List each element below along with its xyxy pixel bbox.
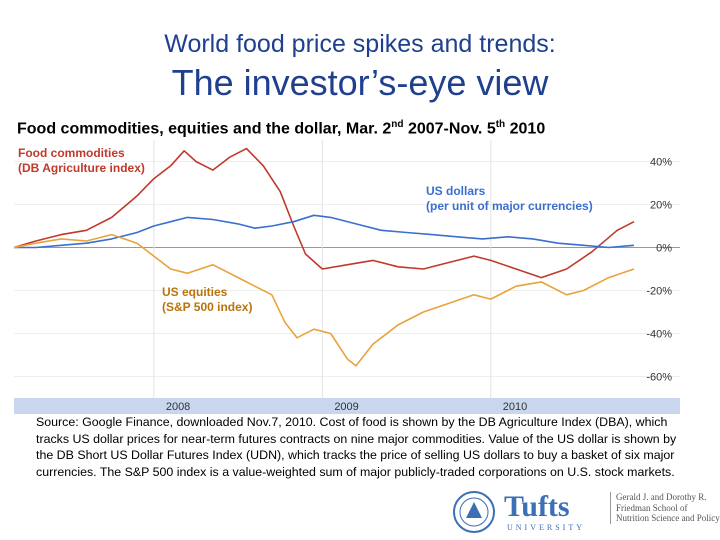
x-tick-label: 2009 <box>334 401 358 413</box>
school-line-3: Nutrition Science and Policy <box>616 513 720 523</box>
friedman-school-text: Gerald J. and Dorothy R. Friedman School… <box>610 492 720 524</box>
series-label-food: (DB Agriculture index) <box>18 161 145 175</box>
tufts-wordmark: Tufts <box>504 490 570 523</box>
caption-sup-2: th <box>495 119 506 130</box>
series-line-dollar <box>14 214 635 249</box>
y-tick-label: -60% <box>646 372 672 384</box>
series-line-food <box>14 147 635 279</box>
x-tick-label: 2008 <box>166 401 190 413</box>
x-axis-band <box>14 398 680 414</box>
price-chart: 2008 2009 2010 40% 20% 0% -20% -40% -60% Food c… <box>14 140 680 414</box>
series-label-food: Food commodities <box>18 146 125 160</box>
y-tick-label: -40% <box>646 329 672 341</box>
chart-caption: Food commodities, equities and the dolla… <box>17 119 545 138</box>
x-tick-label: 2010 <box>503 401 527 413</box>
source-note: Source: Google Finance, downloaded Nov.7… <box>36 415 677 479</box>
series-label-dollar: US dollars <box>426 184 486 198</box>
series-label-equities: (S&P 500 index) <box>162 300 252 314</box>
tufts-university-text: UNIVERSITY <box>507 523 585 532</box>
y-tick-label: 0% <box>656 243 672 255</box>
chart-background <box>14 140 680 414</box>
tufts-seal-icon <box>453 491 495 533</box>
y-tick-label: 20% <box>650 200 672 212</box>
caption-mid: 2007-Nov. 5 <box>403 120 496 138</box>
y-tick-label: 40% <box>650 157 672 169</box>
school-line-1: Gerald J. and Dorothy R. <box>616 492 707 502</box>
caption-sup-1: nd <box>391 119 404 130</box>
tufts-logo: Tufts UNIVERSITY Gerald J. and Dorothy R… <box>452 490 720 534</box>
series-label-dollar: (per unit of major currencies) <box>426 199 593 213</box>
series-label-equities: US equities <box>162 285 228 299</box>
caption-main: Food commodities, equities and the dolla… <box>17 120 392 138</box>
caption-end: 2010 <box>505 120 546 138</box>
slide-title: The investor’s-eye view <box>171 62 549 103</box>
series-line-equities <box>14 233 635 367</box>
slide-subtitle: World food price spikes and trends: <box>164 30 556 58</box>
school-line-2: Friedman School of <box>616 502 688 513</box>
y-tick-label: -20% <box>646 286 672 298</box>
